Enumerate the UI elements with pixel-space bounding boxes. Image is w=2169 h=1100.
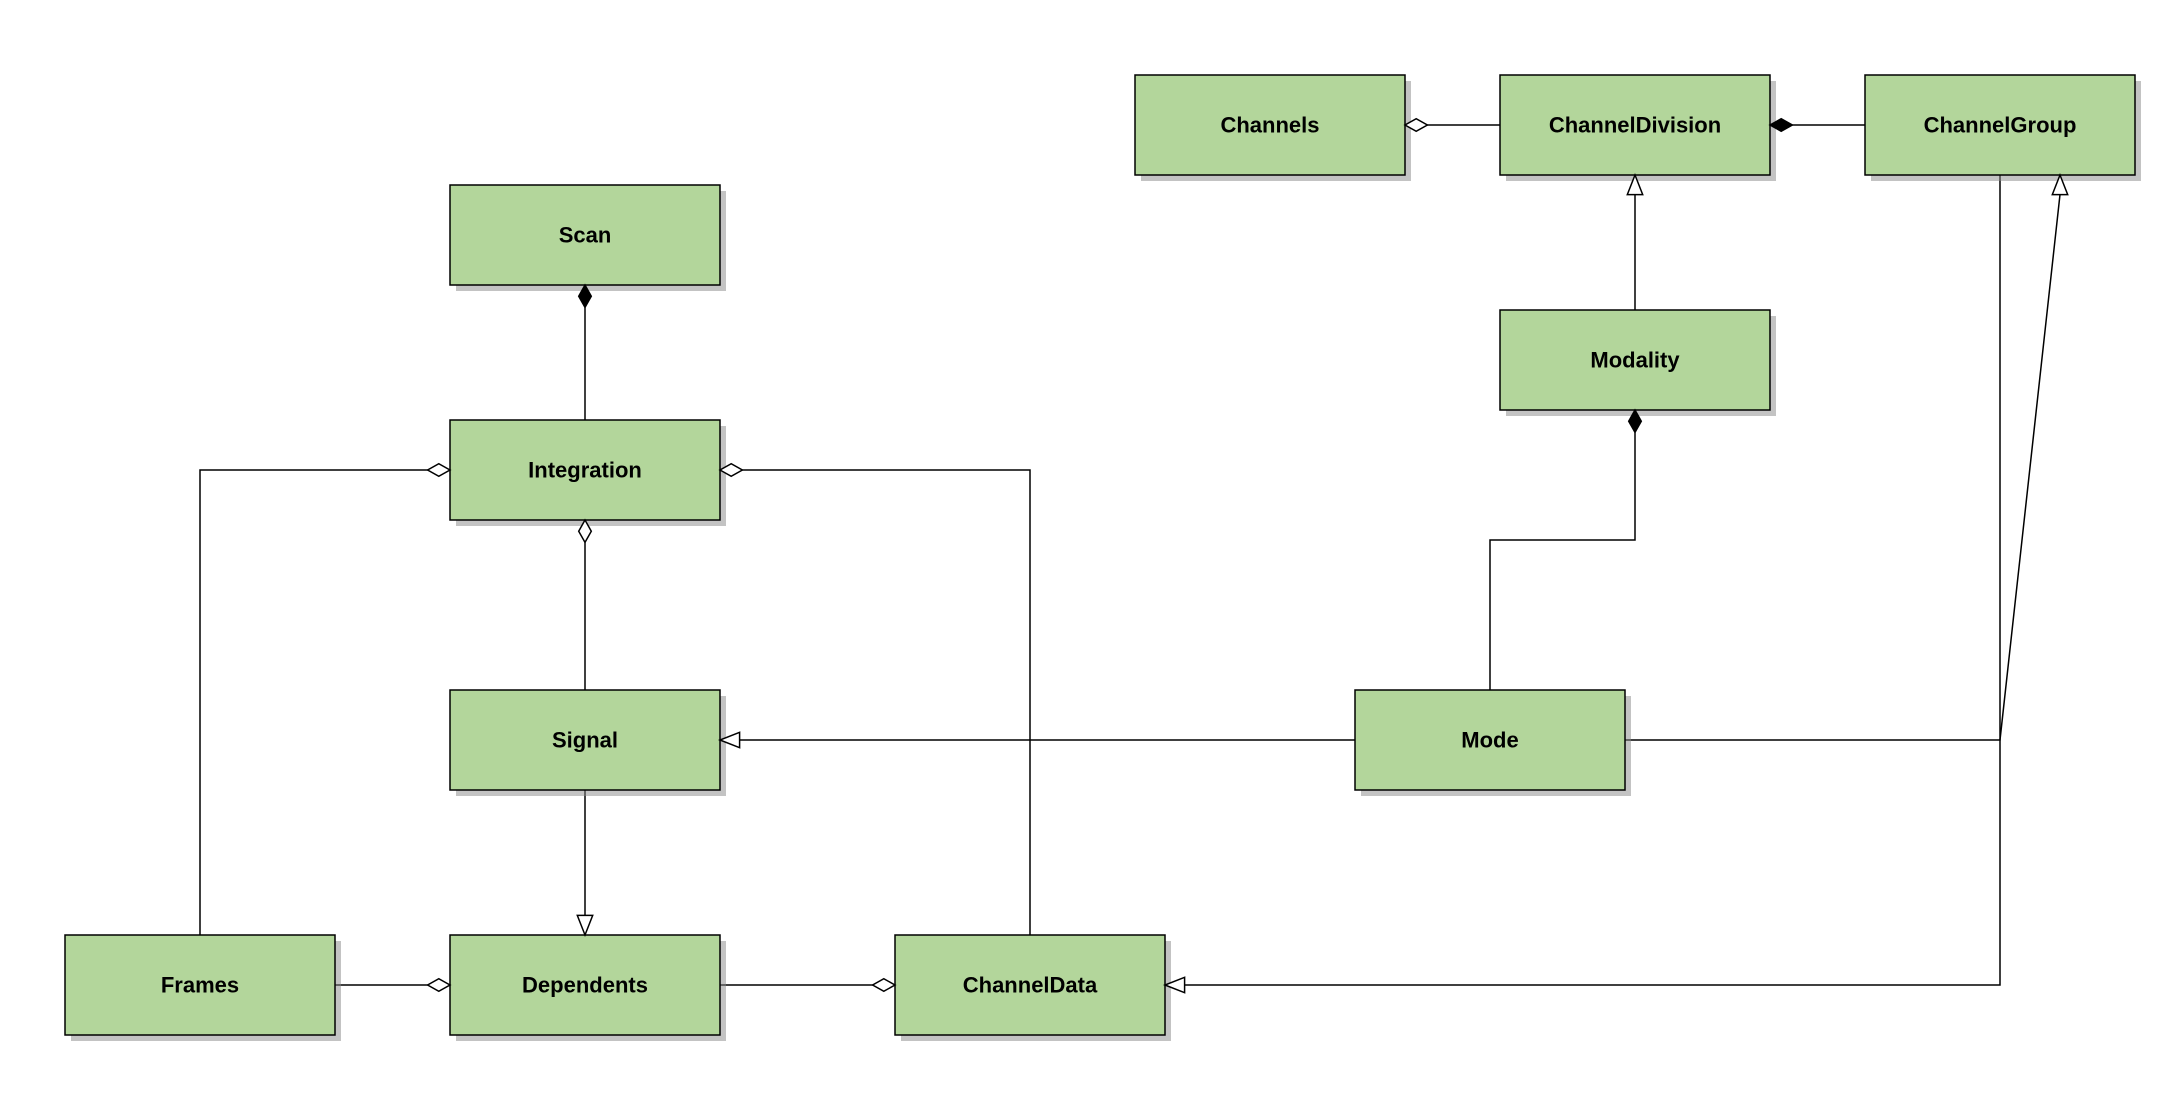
uml-diagram: Scan Integration Signal Frames Dependents Cha… bbox=[0, 0, 2169, 1100]
node-label-frames: Frames bbox=[161, 973, 239, 998]
node-label-channelgroup: ChannelGroup bbox=[1924, 113, 2077, 138]
node-label-integration: Integration bbox=[528, 458, 642, 483]
diagram-container: Scan Integration Signal Frames Dependents Cha… bbox=[0, 0, 2169, 1100]
node-label-mode: Mode bbox=[1461, 728, 1518, 753]
node-label-modality: Modality bbox=[1590, 348, 1680, 373]
node-label-scan: Scan bbox=[559, 223, 612, 248]
node-label-channeldata: ChannelData bbox=[963, 973, 1098, 998]
node-label-signal: Signal bbox=[552, 728, 618, 753]
node-label-dependents: Dependents bbox=[522, 973, 648, 998]
node-label-channels: Channels bbox=[1220, 113, 1319, 138]
node-label-channeldivision: ChannelDivision bbox=[1549, 113, 1721, 138]
